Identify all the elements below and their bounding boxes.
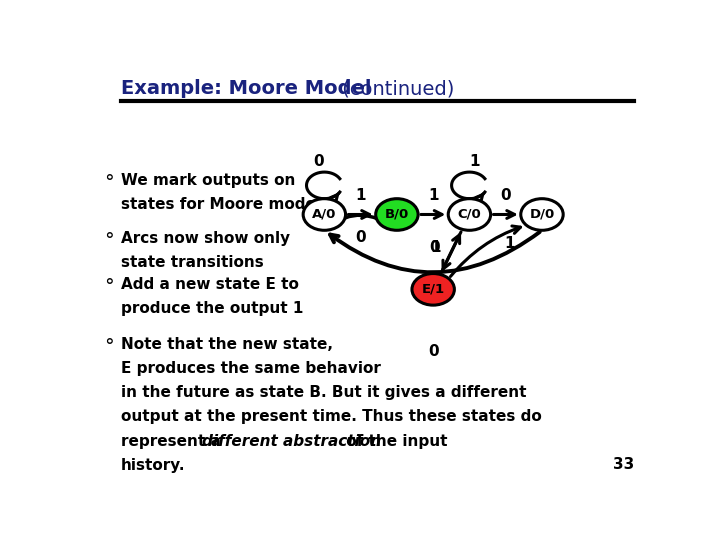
Text: 1: 1: [469, 154, 480, 169]
Text: (continued): (continued): [336, 79, 454, 98]
Text: 1: 1: [505, 236, 515, 251]
Text: °: °: [104, 277, 114, 296]
Text: °: °: [104, 231, 114, 250]
Text: A/0: A/0: [312, 208, 336, 221]
Text: produce the output 1: produce the output 1: [121, 301, 303, 316]
Text: represent a: represent a: [121, 434, 226, 449]
Circle shape: [376, 199, 418, 230]
Text: B/0: B/0: [384, 208, 409, 221]
Circle shape: [449, 199, 490, 230]
Text: C/0: C/0: [458, 208, 481, 221]
Text: Add a new state E to: Add a new state E to: [121, 277, 299, 292]
Text: °: °: [104, 337, 114, 356]
Text: history.: history.: [121, 458, 185, 472]
Text: states for Moore model: states for Moore model: [121, 197, 320, 212]
Text: 0: 0: [313, 154, 324, 169]
Text: output at the present time. Thus these states do: output at the present time. Thus these s…: [121, 409, 541, 424]
Text: of the input: of the input: [341, 434, 448, 449]
Text: Arcs now show only: Arcs now show only: [121, 231, 290, 246]
Text: D/0: D/0: [529, 208, 554, 221]
Text: E/1: E/1: [422, 283, 445, 296]
Text: 0: 0: [429, 240, 440, 255]
Text: 0: 0: [428, 344, 438, 359]
Text: 33: 33: [613, 457, 634, 472]
Text: We mark outputs on: We mark outputs on: [121, 173, 295, 188]
Text: in the future as state B. But it gives a different: in the future as state B. But it gives a…: [121, 386, 526, 400]
Text: 1: 1: [430, 240, 441, 255]
Text: 1: 1: [356, 188, 366, 203]
Text: 0: 0: [355, 230, 366, 245]
Text: different abstraction: different abstraction: [202, 434, 382, 449]
Text: Example: Moore Model: Example: Moore Model: [121, 79, 372, 98]
Text: 0: 0: [500, 188, 511, 203]
Text: °: °: [104, 173, 114, 192]
Text: state transitions: state transitions: [121, 255, 264, 270]
Circle shape: [521, 199, 563, 230]
Text: E produces the same behavior: E produces the same behavior: [121, 361, 381, 376]
Circle shape: [303, 199, 346, 230]
Circle shape: [412, 274, 454, 305]
Text: 1: 1: [428, 188, 438, 203]
Text: Note that the new state,: Note that the new state,: [121, 337, 333, 352]
